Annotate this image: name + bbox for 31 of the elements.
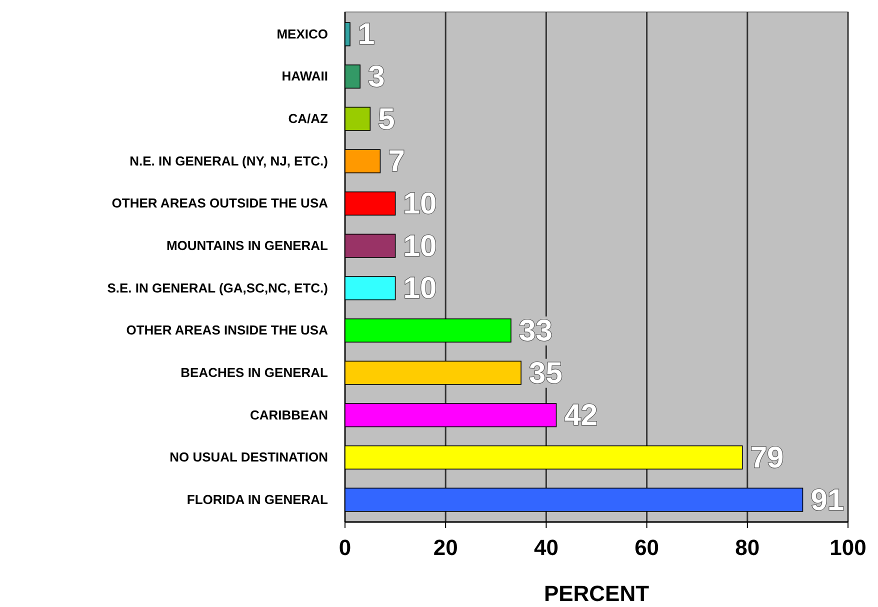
data-label: 35	[529, 356, 562, 390]
y-tick-label: N.E. IN GENERAL (NY, NJ, ETC.)	[130, 153, 328, 168]
y-tick-label: NO USUAL DESTINATION	[170, 450, 328, 465]
x-tick-label: 0	[338, 535, 352, 560]
data-label: 3	[368, 60, 385, 94]
y-tick-label: OTHER AREAS INSIDE THE USA	[126, 322, 329, 338]
y-tick-label: FLORIDA IN GENERAL	[186, 492, 328, 507]
data-label: 10	[403, 188, 437, 221]
data-label: 91	[810, 484, 844, 517]
x-tick-label: 100	[830, 535, 866, 560]
data-label: 42	[564, 399, 598, 432]
data-label: 79	[750, 441, 784, 474]
data-label: 33	[518, 314, 552, 348]
data-label: 5	[378, 102, 395, 136]
x-tick-label: 20	[433, 535, 458, 560]
x-axis-title: PERCENT	[544, 581, 650, 606]
data-label: 10	[403, 230, 437, 263]
y-tick-label: CA/AZ	[288, 111, 328, 126]
data-label: 10	[403, 272, 437, 306]
data-label: 7	[388, 145, 405, 178]
y-tick-label: CARIBBEAN	[250, 407, 328, 422]
y-tick-label: OTHER AREAS OUTSIDE THE USA	[112, 196, 329, 211]
y-tick-label: BEACHES IN GENERAL	[180, 364, 328, 380]
x-tick-label: 60	[634, 535, 660, 560]
y-tick-label: S.E. IN GENERAL (GA,SC,NC, ETC.)	[107, 280, 328, 296]
y-tick-label: HAWAII	[282, 68, 328, 84]
data-label: 1	[358, 18, 375, 52]
x-tick-label: 80	[735, 535, 760, 560]
y-tick-label: MOUNTAINS IN GENERAL	[166, 238, 328, 253]
x-tick-label: 40	[534, 535, 558, 560]
y-tick-label: MEXICO	[276, 26, 328, 42]
